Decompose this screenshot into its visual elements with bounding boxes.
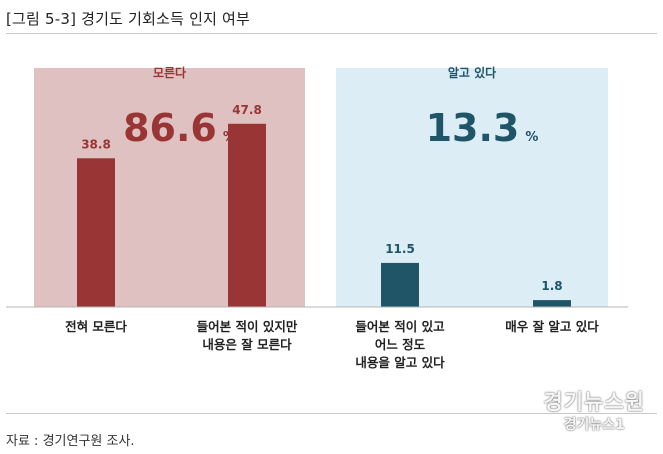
category-label-line: 들어본 적이 있고	[355, 319, 445, 334]
category-label-line: 내용을 알고 있다	[355, 355, 445, 370]
bottom-rule	[6, 413, 657, 414]
data-label-1-2: 47.8	[232, 103, 262, 117]
watermark: 경기뉴스원 경기뉴스1	[543, 386, 645, 434]
source-note: 자료 : 경기연구원 조사.	[6, 434, 135, 449]
group-label-2: 알고 있다	[448, 65, 496, 80]
category-label-line: 매우 잘 알고 있다	[505, 319, 599, 334]
data-label-1-1: 38.8	[81, 137, 111, 151]
bar-2-2	[533, 300, 571, 307]
bar-2-1	[381, 262, 419, 307]
bar-1-1	[77, 158, 115, 307]
category-label-line: 어느 정도	[375, 337, 426, 352]
category-label-2-2: 매우 잘 알고 있다	[505, 319, 599, 334]
bar-1-2	[228, 123, 266, 308]
group-total-1: 86.6%	[123, 106, 236, 150]
group-total-value-2: 13.3	[426, 106, 520, 150]
group-label-1: 모른다	[153, 65, 186, 80]
group-total-2: 13.3%	[426, 106, 539, 150]
data-label-2-2: 1.8	[541, 279, 562, 293]
group-total-value-1: 86.6	[123, 106, 217, 150]
watermark-line-2: 경기뉴스1	[563, 417, 625, 433]
data-label-2-1: 11.5	[385, 242, 415, 256]
group-total-unit-2: %	[525, 130, 538, 145]
category-label-line: 들어본 적이 있지만	[197, 319, 298, 334]
category-label-line: 내용은 잘 모른다	[202, 337, 292, 352]
watermark-line-1: 경기뉴스원	[543, 390, 645, 414]
panel-2	[336, 68, 608, 307]
top-rule	[6, 33, 657, 34]
chart-title: [그림 5-3] 경기도 기회소득 인지 여부	[6, 10, 251, 28]
category-label-1-1: 전혀 모른다	[65, 319, 127, 334]
category-label-line: 전혀 모른다	[65, 319, 127, 334]
